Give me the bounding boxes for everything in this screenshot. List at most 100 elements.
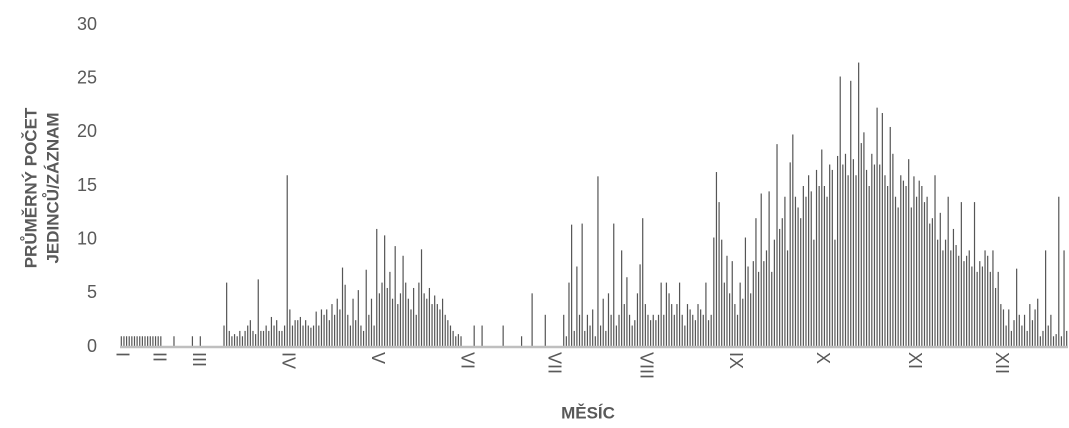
bar bbox=[502, 325, 504, 347]
bar bbox=[668, 293, 670, 347]
bar bbox=[657, 314, 660, 347]
bar bbox=[887, 186, 889, 347]
bar bbox=[236, 336, 238, 347]
bar bbox=[931, 218, 933, 347]
bar bbox=[994, 287, 997, 347]
bar bbox=[373, 325, 375, 347]
bar bbox=[357, 290, 359, 347]
bar bbox=[636, 293, 639, 347]
bar bbox=[981, 266, 984, 347]
bar bbox=[362, 330, 365, 347]
bar bbox=[384, 235, 386, 347]
bar bbox=[729, 293, 731, 347]
bar bbox=[597, 176, 599, 347]
bar bbox=[563, 314, 565, 347]
bar bbox=[773, 239, 775, 347]
bar bbox=[1034, 309, 1036, 347]
bar bbox=[908, 159, 910, 347]
bar bbox=[960, 202, 962, 347]
bar bbox=[428, 287, 431, 347]
bar bbox=[686, 304, 689, 347]
bar bbox=[852, 159, 854, 347]
bar bbox=[976, 271, 978, 347]
bar bbox=[815, 169, 818, 347]
bar bbox=[797, 207, 799, 347]
bar bbox=[244, 330, 246, 347]
bar bbox=[439, 309, 441, 347]
bar bbox=[573, 330, 575, 347]
bar bbox=[626, 277, 628, 347]
bar bbox=[581, 223, 583, 347]
bar bbox=[826, 196, 828, 347]
bar bbox=[231, 336, 233, 347]
bar bbox=[444, 314, 446, 347]
bar bbox=[779, 228, 781, 347]
bar bbox=[665, 282, 668, 347]
bar bbox=[973, 202, 976, 347]
bar bbox=[312, 325, 315, 347]
bar bbox=[1013, 320, 1015, 347]
bar bbox=[829, 164, 831, 347]
bar bbox=[223, 325, 225, 347]
bar bbox=[455, 336, 457, 347]
bar bbox=[868, 186, 870, 347]
bar bbox=[684, 325, 686, 347]
y-axis-title: PRŮMĚRNÝ POČET bbox=[20, 107, 40, 268]
bar bbox=[599, 325, 602, 347]
bar bbox=[1045, 250, 1047, 347]
bar bbox=[913, 176, 915, 347]
bar bbox=[1029, 304, 1031, 347]
bar bbox=[276, 320, 278, 347]
bar bbox=[739, 282, 741, 347]
bar bbox=[191, 336, 194, 347]
bar bbox=[623, 304, 625, 347]
bar bbox=[1055, 334, 1057, 347]
bar bbox=[934, 175, 936, 347]
bar bbox=[958, 255, 960, 347]
bar bbox=[939, 212, 941, 347]
bar bbox=[247, 325, 249, 347]
bar bbox=[318, 325, 320, 347]
bar bbox=[902, 180, 905, 347]
bar bbox=[397, 304, 399, 347]
bar bbox=[1060, 336, 1063, 347]
x-tick-label: XI bbox=[905, 352, 925, 369]
bar bbox=[750, 293, 752, 347]
bar bbox=[607, 293, 610, 347]
bar bbox=[610, 314, 612, 347]
bar bbox=[1002, 309, 1005, 347]
bar bbox=[1042, 330, 1044, 347]
bar bbox=[702, 314, 704, 347]
bar bbox=[671, 304, 673, 347]
bar bbox=[452, 330, 454, 347]
bar bbox=[944, 239, 947, 347]
bar bbox=[294, 320, 296, 347]
bar bbox=[823, 186, 826, 347]
bar bbox=[239, 330, 241, 347]
y-tick-label: 15 bbox=[77, 175, 97, 195]
bar bbox=[286, 175, 288, 347]
bar bbox=[602, 298, 604, 347]
bar bbox=[305, 320, 307, 347]
bar bbox=[394, 246, 396, 347]
bar bbox=[291, 325, 294, 347]
bar bbox=[249, 320, 251, 347]
bar bbox=[299, 316, 301, 347]
bar bbox=[1063, 250, 1065, 347]
bar bbox=[431, 304, 433, 347]
bar bbox=[449, 325, 452, 347]
bar bbox=[481, 325, 483, 347]
bar bbox=[565, 336, 567, 347]
bar bbox=[937, 239, 939, 347]
bar bbox=[876, 107, 878, 347]
bar bbox=[594, 336, 596, 347]
bar bbox=[926, 196, 928, 347]
bar bbox=[257, 279, 259, 347]
x-tick-label: II bbox=[149, 352, 169, 362]
bar bbox=[889, 126, 891, 347]
bar bbox=[360, 325, 362, 347]
bar bbox=[776, 144, 778, 347]
bar bbox=[436, 304, 438, 347]
bar bbox=[786, 250, 789, 347]
